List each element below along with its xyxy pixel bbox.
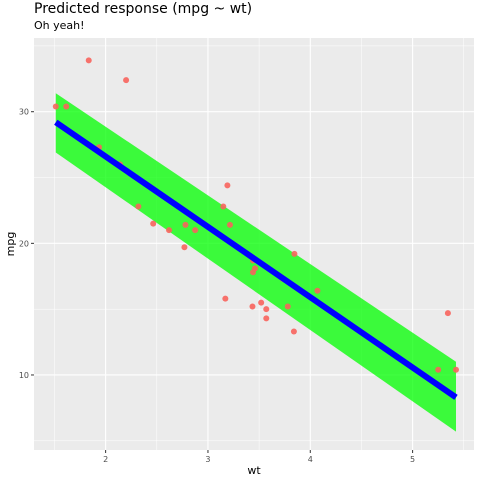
data-point (290, 328, 297, 335)
axis-ticks: 2 3 4 5 10 20 30 (19, 108, 415, 464)
fit-line (54, 119, 458, 400)
data-point (291, 250, 298, 257)
data-point (150, 220, 157, 227)
x-tick-label: 3 (205, 455, 210, 464)
data-point (284, 303, 291, 310)
data-point (452, 366, 459, 373)
data-point (263, 306, 270, 313)
x-tick-label: 2 (103, 455, 108, 464)
data-point (263, 315, 270, 322)
data-point (224, 182, 231, 189)
data-point (85, 57, 92, 64)
chart-subtitle: Oh yeah! (34, 19, 85, 32)
data-point (63, 103, 70, 110)
data-point (52, 103, 59, 110)
data-point (249, 303, 256, 310)
data-points (52, 57, 459, 373)
data-point (182, 221, 189, 228)
data-point (226, 221, 233, 228)
data-point (181, 244, 188, 251)
data-point (135, 203, 142, 210)
y-tick-label: 30 (19, 108, 29, 117)
data-point (123, 77, 130, 84)
data-point (314, 287, 321, 294)
data-point (166, 227, 173, 234)
y-tick-label: 10 (19, 371, 29, 380)
data-point (444, 310, 451, 317)
y-axis-title: mpg (4, 232, 17, 257)
data-point (192, 227, 199, 234)
data-point (220, 203, 227, 210)
x-tick-label: 5 (410, 455, 415, 464)
data-point (258, 299, 265, 306)
data-point (252, 265, 259, 272)
chart-title: Predicted response (mpg ~ wt) (34, 1, 253, 17)
x-tick-label: 4 (308, 455, 313, 464)
y-tick-label: 20 (19, 239, 29, 248)
data-point (222, 295, 229, 302)
data-point (435, 366, 442, 373)
x-axis-title: wt (247, 464, 261, 477)
